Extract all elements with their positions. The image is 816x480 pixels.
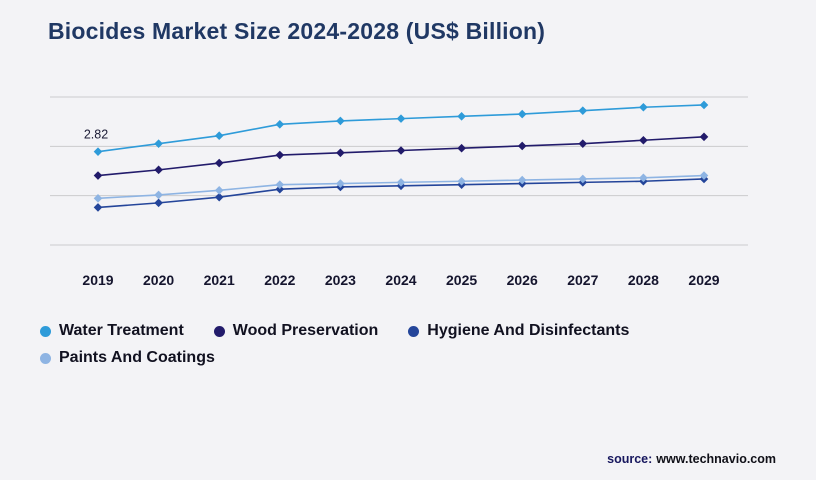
- svg-text:2020: 2020: [143, 272, 174, 288]
- svg-text:2025: 2025: [446, 272, 477, 288]
- legend-label: Wood Preservation: [232, 322, 379, 339]
- source-label: source:: [607, 452, 653, 466]
- legend-item-wood-preservation: Wood Preservation: [213, 322, 379, 340]
- svg-text:2026: 2026: [507, 272, 538, 288]
- legend-item-paints-and-coatings: Paints And Coatings: [40, 349, 215, 367]
- source-credit: source: www.technavio.com: [607, 452, 776, 466]
- svg-text:2.82: 2.82: [84, 128, 108, 142]
- chart-legend: Water Treatment Wood Preservation Hygien…: [40, 322, 740, 367]
- svg-text:2028: 2028: [628, 272, 659, 288]
- legend-label: Water Treatment: [59, 322, 184, 339]
- svg-text:2023: 2023: [325, 272, 356, 288]
- svg-text:2027: 2027: [567, 272, 598, 288]
- source-value: www.technavio.com: [656, 452, 776, 466]
- svg-text:2022: 2022: [264, 272, 295, 288]
- legend-item-water-treatment: Water Treatment: [40, 322, 184, 340]
- legend-marker-hygiene-and-disinfectants: [408, 325, 420, 337]
- legend-marker-wood-preservation: [213, 325, 225, 337]
- line-chart: 2019 2020 2021 2022 2023 2024 2025 2026 2027 2028…: [50, 96, 748, 288]
- svg-text:2021: 2021: [204, 272, 235, 288]
- legend-marker-paints-and-coatings: [40, 352, 51, 364]
- chart-area: 2019 2020 2021 2022 2023 2024 2025 2026 2027 2028…: [48, 90, 752, 292]
- page-title: Biocides Market Size 2024-2028 (US$ Bill…: [48, 18, 546, 44]
- legend-label: Paints And Coatings: [59, 349, 215, 366]
- legend-marker-water-treatment: [40, 325, 51, 337]
- svg-text:2029: 2029: [688, 272, 719, 288]
- legend-label: Hygiene And Disinfectants: [427, 322, 630, 339]
- svg-text:2019: 2019: [82, 272, 113, 288]
- legend-item-hygiene-and-disinfectants: Hygiene And Disinfectants: [408, 322, 629, 340]
- svg-text:2024: 2024: [385, 272, 416, 288]
